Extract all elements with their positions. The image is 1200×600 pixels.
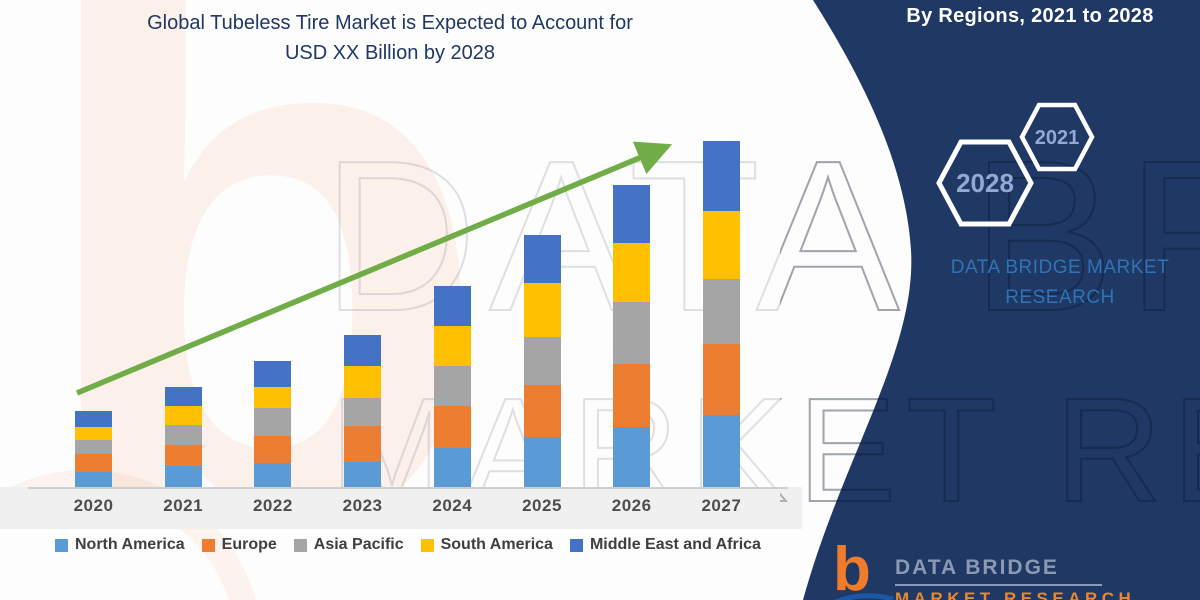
stacked-bar-2022 (254, 361, 292, 487)
bar-segment-2020-middle-east-and-africa (75, 411, 112, 427)
bar-segment-2023-north-america (344, 462, 382, 487)
panel-brand-line1: DATA BRIDGE MARKET (950, 257, 1170, 278)
bar-segment-2022-north-america (254, 463, 292, 487)
hexagon-2021: 2021 (1019, 102, 1095, 172)
logo-b-icon: b (833, 535, 871, 600)
legend-item-asia-pacific: Asia Pacific (293, 536, 404, 554)
bar-segment-2026-north-america (613, 427, 651, 487)
x-axis-label-2024: 2024 (432, 496, 473, 515)
side-panel-curve (803, 0, 1200, 600)
bar-segment-2020-south-america (75, 427, 112, 440)
bar-segment-2023-europe (344, 426, 382, 462)
logo-brand-bottom: MARKET RESEARCH (895, 589, 1136, 600)
legend-item-middle-east-and-africa: Middle East and Africa (569, 536, 761, 554)
x-axis-label-2025: 2025 (522, 496, 562, 515)
stacked-bar-2025 (523, 235, 561, 487)
x-axis-label-2023: 2023 (342, 496, 383, 515)
bar-segment-2021-asia-pacific (164, 425, 202, 445)
bar-segment-2025-middle-east-and-africa (523, 235, 561, 283)
legend-label: South America (440, 536, 553, 553)
bar-segment-2022-middle-east-and-africa (254, 361, 292, 387)
stacked-bar-2023 (344, 335, 382, 487)
hexagon-2028: 2028 (936, 139, 1034, 227)
stacked-bar-2020 (75, 411, 112, 487)
bar-segment-2025-south-america (523, 283, 561, 337)
footer-logo: b DATA BRIDGE MARKET RESEARCH (833, 539, 1193, 600)
bar-segment-2024-north-america (433, 448, 471, 487)
bar-segment-2021-north-america (164, 466, 202, 487)
bar-segment-2024-south-america (433, 326, 471, 366)
legend-swatch-icon (201, 538, 215, 552)
bar-segment-2022-europe (254, 436, 292, 463)
bar-segment-2021-south-america (164, 406, 202, 425)
bar-segment-2027-europe (702, 344, 740, 415)
bar-segment-2026-middle-east-and-africa (613, 185, 651, 243)
x-axis-label-2021: 2021 (163, 496, 204, 515)
panel-brand-text: DATA BRIDGE MARKET RESEARCH (920, 253, 1200, 313)
panel-watermark-row1: DATA BRIDGE (780, 114, 1200, 357)
x-axis-label-2022: 2022 (252, 496, 293, 515)
bar-segment-2025-europe (523, 385, 561, 437)
bar-segment-2027-north-america (702, 415, 740, 487)
legend-swatch-icon (569, 538, 583, 552)
stacked-bar-2026 (613, 185, 651, 487)
legend-swatch-icon (420, 538, 434, 552)
logo-brand-top: DATA BRIDGE (895, 556, 1059, 579)
legend-label: Europe (221, 536, 277, 553)
bar-segment-2023-south-america (344, 366, 382, 398)
legend-label: North America (75, 536, 185, 553)
bar-segment-2025-asia-pacific (523, 337, 561, 385)
bar-segment-2021-europe (164, 445, 202, 466)
panel-brand-line2: RESEARCH (1005, 287, 1115, 308)
panel-watermark-row2: MARKET RESEARCH (780, 367, 1200, 534)
x-axis-label-2020: 2020 (73, 496, 114, 515)
bar-segment-2025-north-america (523, 437, 561, 487)
hexagon-2028-label: 2028 (956, 168, 1014, 198)
legend-item-north-america: North America (55, 536, 185, 554)
bar-segment-2021-middle-east-and-africa (164, 387, 202, 406)
bar-segment-2024-middle-east-and-africa (433, 286, 471, 326)
bar-segment-2023-middle-east-and-africa (344, 335, 382, 366)
bar-segment-2020-europe (75, 454, 112, 472)
bar-segment-2027-asia-pacific (702, 279, 740, 344)
bar-segment-2020-asia-pacific (75, 440, 112, 454)
chart-title: Global Tubeless Tire Market is Expected … (30, 8, 750, 68)
bar-segment-2026-south-america (613, 243, 651, 302)
bar-segment-2020-north-america (75, 472, 112, 487)
bar-segment-2023-asia-pacific (344, 398, 382, 426)
legend-item-europe: Europe (201, 536, 277, 554)
stacked-bar-2027 (702, 141, 740, 487)
x-axis-line (28, 487, 788, 489)
bar-segment-2027-middle-east-and-africa (702, 141, 740, 211)
logo-swoosh-icon (833, 593, 894, 600)
side-panel: DATA BRIDGE MARKET RESEARCH By Regions, … (780, 0, 1200, 600)
bar-segment-2022-south-america (254, 387, 292, 408)
bar-segment-2027-south-america (702, 211, 740, 279)
panel-header: By Regions, 2021 to 2028 (906, 5, 1154, 27)
legend-label: Middle East and Africa (589, 536, 761, 553)
bar-segment-2024-asia-pacific (433, 366, 471, 406)
hexagon-2021-label: 2021 (1035, 127, 1080, 149)
legend-swatch-icon (55, 538, 68, 552)
legend-item-south-america: South America (420, 536, 553, 554)
stacked-bar-2024 (433, 286, 471, 487)
axis-band (0, 487, 802, 529)
logo-divider (895, 584, 1102, 586)
legend-swatch-icon (293, 538, 307, 552)
stacked-bar-2021 (164, 387, 202, 487)
legend-label: Asia Pacific (313, 536, 404, 553)
bar-segment-2024-europe (433, 406, 471, 448)
x-axis-label-2027: 2027 (701, 496, 742, 515)
bar-segment-2026-europe (613, 364, 651, 427)
chart-title-line1: Global Tubeless Tire Market is Expected … (147, 12, 633, 34)
bar-segment-2022-asia-pacific (254, 408, 292, 436)
x-axis-label-2026: 2026 (611, 496, 652, 515)
bar-segment-2026-asia-pacific (613, 302, 651, 364)
chart-title-line2: USD XX Billion by 2028 (284, 42, 496, 64)
chart-legend: North America Europe Asia Pacific South Ame… (55, 536, 761, 554)
